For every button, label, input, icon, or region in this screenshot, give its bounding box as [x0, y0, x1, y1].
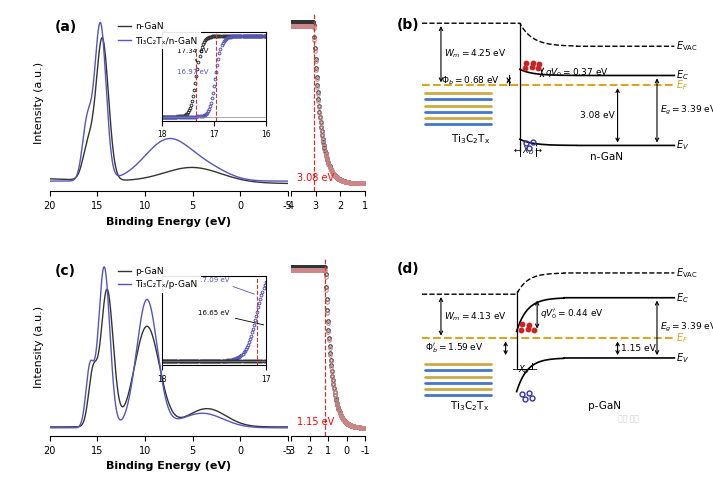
Text: (a): (a): [55, 20, 77, 34]
Text: $\Phi_b = 0.68$ eV: $\Phi_b = 0.68$ eV: [441, 74, 500, 87]
Text: $\mathrm{Ti_3C_2T_x}$: $\mathrm{Ti_3C_2T_x}$: [450, 399, 489, 413]
X-axis label: Binding Energy (eV): Binding Energy (eV): [106, 217, 232, 227]
Text: (c): (c): [55, 264, 76, 278]
Y-axis label: Intensity (a.u.): Intensity (a.u.): [34, 62, 44, 144]
Text: $E_{\mathrm{VAC}}$: $E_{\mathrm{VAC}}$: [676, 266, 698, 280]
X-axis label: Binding Energy (eV): Binding Energy (eV): [106, 461, 232, 471]
Text: $E_{C}$: $E_{C}$: [676, 291, 689, 305]
Text: $E_{F}$: $E_{F}$: [676, 331, 688, 345]
Text: $\leftarrow X_D\rightarrow$: $\leftarrow X_D\rightarrow$: [512, 144, 543, 157]
Text: $E_{F}$: $E_{F}$: [676, 78, 688, 92]
Text: n-GaN: n-GaN: [590, 151, 623, 161]
Text: 3.08 eV: 3.08 eV: [297, 173, 334, 183]
Text: $qV_0' = 0.44$ eV: $qV_0' = 0.44$ eV: [540, 308, 604, 321]
Text: $\mathrm{Ti_3C_2T_x}$: $\mathrm{Ti_3C_2T_x}$: [451, 132, 491, 146]
Text: 仟维 昂维: 仟维 昂维: [617, 415, 638, 424]
Text: 1.15 eV: 1.15 eV: [297, 417, 334, 427]
Legend: n-GaN, Ti₃C₂Tₓ/n-GaN: n-GaN, Ti₃C₂Tₓ/n-GaN: [114, 19, 200, 49]
Text: $qV_0 = 0.37$ eV: $qV_0 = 0.37$ eV: [545, 66, 609, 79]
Text: $E_{V}$: $E_{V}$: [676, 351, 689, 365]
Text: $E_{C}$: $E_{C}$: [676, 68, 689, 82]
Text: 1.15 eV: 1.15 eV: [621, 344, 655, 353]
Text: (d): (d): [397, 262, 419, 276]
Text: $E_g=3.39$ eV: $E_g=3.39$ eV: [660, 321, 713, 334]
Text: $E_{V}$: $E_{V}$: [676, 138, 689, 152]
Text: $W_m = 4.13$ eV: $W_m = 4.13$ eV: [444, 310, 507, 322]
Legend: p-GaN, Ti₃C₂Tₓ/p-GaN: p-GaN, Ti₃C₂Tₓ/p-GaN: [114, 263, 200, 293]
Text: $\Phi_b' = 1.59$ eV: $\Phi_b' = 1.59$ eV: [425, 342, 483, 355]
Text: p-GaN: p-GaN: [588, 401, 622, 411]
Text: (b): (b): [397, 18, 419, 32]
Text: $W_m = 4.25$ eV: $W_m = 4.25$ eV: [444, 48, 506, 60]
Text: $-X_D-$: $-X_D-$: [511, 364, 538, 376]
Text: 3.08 eV: 3.08 eV: [580, 111, 615, 120]
Text: $E_g=3.39$ eV: $E_g=3.39$ eV: [660, 104, 713, 117]
Y-axis label: Intensity (a.u.): Intensity (a.u.): [34, 306, 44, 388]
Text: $E_{\mathrm{VAC}}$: $E_{\mathrm{VAC}}$: [676, 39, 698, 53]
